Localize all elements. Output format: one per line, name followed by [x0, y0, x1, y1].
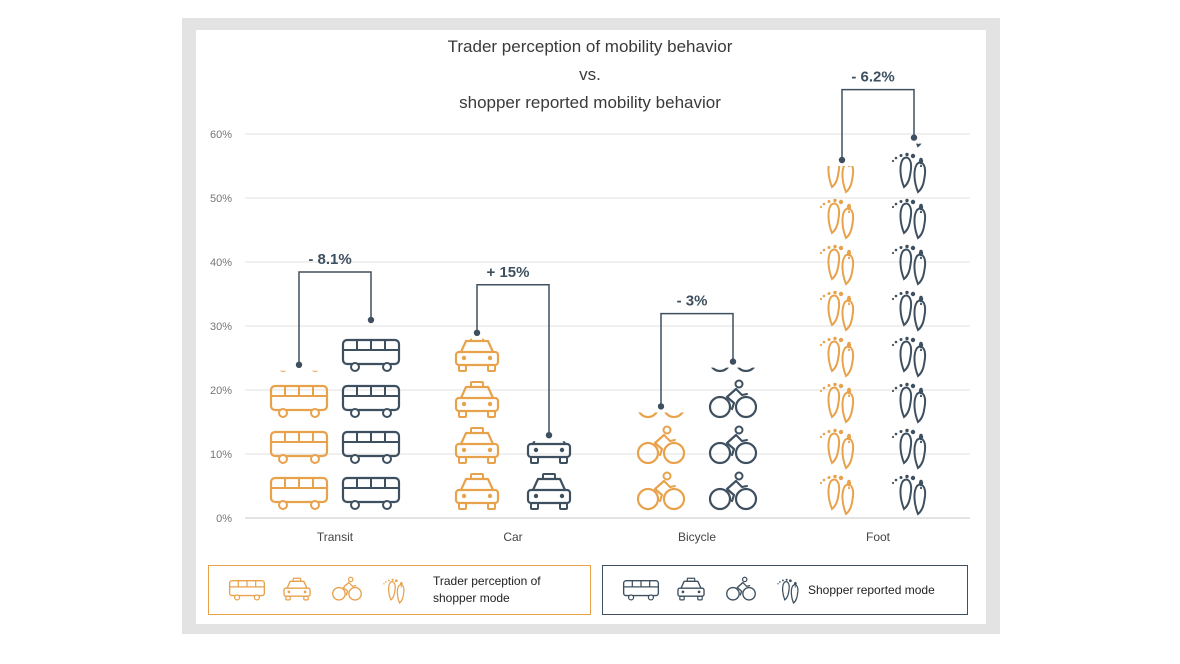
x-tick-label: Car: [503, 530, 522, 544]
taxi-icon: [526, 473, 572, 510]
taxi-icon: [454, 427, 500, 464]
footprints-icon: [819, 474, 855, 516]
bicycle-icon: [638, 412, 684, 419]
chart-title: Trader perception of mobility behavior vs…: [448, 37, 733, 112]
difference-bracket: - 3%: [657, 293, 737, 410]
legend-trader-label-line2: shopper mode: [433, 591, 510, 605]
taxi-icon: [283, 577, 311, 601]
difference-bracket: - 6.2%: [838, 69, 918, 164]
legend-shopper-icons: [622, 576, 799, 605]
y-tick-label: 50%: [210, 193, 232, 205]
footprints-icon: [891, 244, 927, 286]
icon-bars: [269, 61, 927, 516]
difference-label: - 3%: [677, 293, 708, 310]
taxi-icon: [454, 338, 500, 372]
y-axis-ticks: 0% 10% 20% 30% 40% 50% 60%: [210, 129, 232, 525]
footprints-icon: [819, 428, 855, 470]
taxi-bar-trader: [454, 338, 500, 510]
chart-title-line: vs.: [579, 65, 601, 84]
x-axis-ticks: Transit Car Bicycle Foot: [317, 530, 891, 544]
footprints-icon: [891, 428, 927, 470]
x-tick-label: Bicycle: [678, 530, 716, 544]
taxi-bar-shopper: [526, 441, 572, 510]
legend-trader-label-line1: Trader perception of: [433, 574, 541, 588]
y-tick-label: 0%: [216, 513, 232, 525]
bus-icon: [341, 384, 401, 418]
y-tick-label: 30%: [210, 321, 232, 333]
footprints-icon: [827, 166, 855, 194]
bicycle-icon: [726, 576, 756, 601]
difference-bracket: + 15%: [473, 264, 553, 439]
bicycle-bar-shopper: [708, 367, 758, 511]
footprints-icon: [819, 198, 855, 240]
difference-bracket: - 8.1%: [295, 251, 375, 368]
legend-shopper-label: Shopper reported mode: [808, 583, 935, 597]
bus-icon: [269, 384, 329, 418]
y-tick-label: 60%: [210, 129, 232, 141]
difference-label: - 6.2%: [851, 69, 894, 86]
footprints-icon: [891, 152, 927, 194]
footprints-icon: [891, 198, 927, 240]
taxi-icon: [526, 441, 572, 464]
footprints-icon: [777, 578, 799, 605]
footprints-icon: [891, 474, 927, 516]
legend-trader-label: Trader perception of shopper mode: [433, 573, 541, 607]
legend-shopper-reported: Shopper reported mode: [602, 565, 968, 615]
footprints-bar-shopper: [891, 61, 927, 516]
chart-title-line: Trader perception of mobility behavior: [448, 37, 733, 56]
footprints-icon: [891, 290, 927, 332]
taxi-icon: [677, 577, 705, 601]
bus-icon: [622, 580, 660, 601]
bus-bar-trader: [269, 370, 329, 510]
y-tick-label: 20%: [210, 385, 232, 397]
footprints-icon: [383, 578, 405, 605]
bicycle-icon: [708, 379, 758, 419]
bus-icon: [341, 430, 401, 464]
y-tick-label: 40%: [210, 257, 232, 269]
footprints-icon: [892, 61, 925, 100]
bus-icon: [269, 476, 329, 510]
bus-icon: [228, 580, 266, 601]
legend-trader-icons: [228, 576, 405, 605]
bicycle-icon: [636, 471, 686, 511]
bus-icon: [341, 476, 401, 510]
x-tick-label: Foot: [866, 530, 891, 544]
bus-bar-shopper: [341, 338, 401, 510]
footprints-icon: [820, 107, 853, 146]
x-tick-label: Transit: [317, 530, 354, 544]
difference-brackets: - 8.1% + 15% - 3% - 6.2%: [295, 69, 918, 439]
difference-label: + 15%: [487, 264, 530, 281]
taxi-icon: [454, 473, 500, 510]
footprints-icon: [891, 336, 927, 378]
footprints-icon: [819, 336, 855, 378]
difference-label: - 8.1%: [308, 251, 351, 268]
legend-trader-perception: Trader perception of shopper mode: [208, 565, 591, 615]
bicycle-icon: [711, 367, 755, 373]
chart-title-line: shopper reported mobility behavior: [459, 93, 721, 112]
bicycle-icon: [708, 425, 758, 465]
y-tick-label: 10%: [210, 449, 232, 461]
taxi-icon: [454, 381, 500, 418]
footprints-icon: [891, 382, 927, 424]
footprints-icon: [819, 382, 855, 424]
chart-card: [196, 30, 986, 624]
bus-icon: [269, 430, 329, 464]
footprints-icon: [916, 143, 922, 148]
footprints-bar-trader: [819, 107, 855, 516]
bicycle-bar-trader: [636, 412, 686, 511]
footprints-icon: [819, 244, 855, 286]
bus-icon: [341, 338, 401, 372]
bicycle-icon: [636, 425, 686, 465]
bus-icon: [279, 370, 319, 372]
footprints-icon: [819, 290, 855, 332]
bicycle-icon: [332, 576, 362, 601]
bicycle-icon: [708, 471, 758, 511]
